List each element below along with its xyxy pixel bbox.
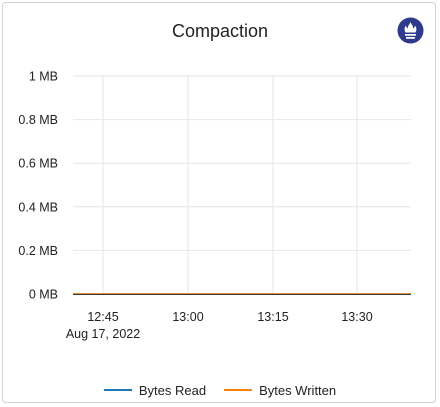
x-tick-label: 13:30 bbox=[341, 310, 372, 324]
legend-label-bytes-written: Bytes Written bbox=[259, 382, 337, 398]
prometheus-icon[interactable] bbox=[397, 17, 424, 44]
chart-legend: Bytes Read Bytes Written bbox=[0, 380, 440, 400]
y-tick-label: 0.8 MB bbox=[18, 113, 58, 127]
legend-swatch-bytes-read bbox=[103, 389, 132, 391]
chart-plot: 1 MB 0.8 MB 0.6 MB 0.4 MB 0.2 MB 0 MB 12:45 13:… bbox=[18, 70, 411, 341]
legend-item-bytes-written[interactable]: Bytes Written bbox=[224, 383, 336, 398]
y-tick-label: 0.4 MB bbox=[18, 200, 58, 214]
x-tick-label: 13:15 bbox=[257, 310, 288, 324]
x-tick-label: 12:45 bbox=[87, 310, 118, 324]
y-tick-label: 0.2 MB bbox=[18, 244, 58, 258]
y-tick-label: 1 MB bbox=[29, 70, 58, 84]
chart-panel bbox=[2, 2, 436, 403]
y-tick-label: 0 MB bbox=[29, 288, 58, 302]
legend-item-bytes-read[interactable]: Bytes Read bbox=[103, 382, 207, 398]
legend-swatch-bytes-written bbox=[224, 389, 253, 391]
x-tick-label: 13:00 bbox=[172, 310, 203, 324]
chart-title: Compaction bbox=[171, 21, 269, 41]
x-date-label: Aug 17, 2022 bbox=[66, 327, 140, 341]
legend-label-bytes-read: Bytes Read bbox=[138, 382, 207, 398]
y-tick-label: 0.6 MB bbox=[18, 157, 58, 171]
